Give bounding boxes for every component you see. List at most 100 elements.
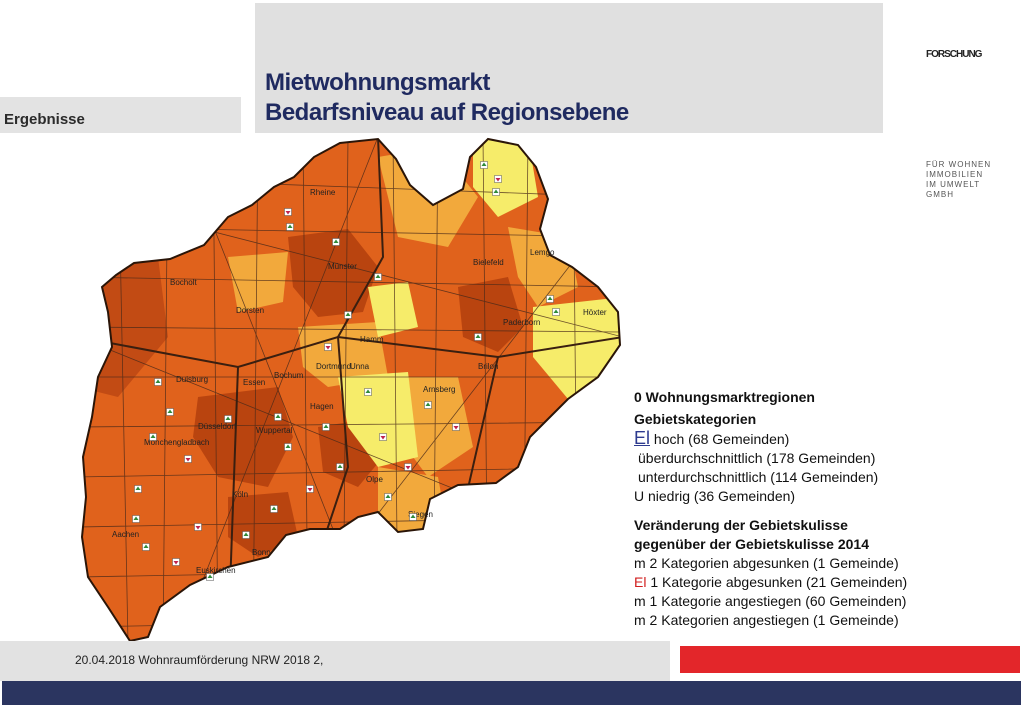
legend-change-2: El 1 Kategorie abgesunken (21 Gemeinden) <box>634 573 1014 592</box>
legend-cat-label: hoch (68 Gemeinden) <box>653 431 790 447</box>
legend-change-3: m 1 Kategorie angestiegen (60 Gemeinden) <box>634 593 907 609</box>
city-label: Wuppertal <box>256 426 293 435</box>
map-legend: 0 Wohnungsmarktregionen Gebietskategorie… <box>634 388 1014 630</box>
city-label: Münster <box>328 262 357 271</box>
city-label: Bielefeld <box>473 258 504 267</box>
city-label: Bonn <box>252 548 271 557</box>
section-label: Ergebnisse <box>4 111 85 128</box>
city-label: Arnsberg <box>423 385 455 394</box>
change-marker-icon <box>552 308 560 316</box>
change-marker-icon <box>492 188 500 196</box>
brand-sub-line: FÜR WOHNEN <box>926 160 992 169</box>
change-marker-icon <box>332 238 340 246</box>
change-marker-icon <box>206 573 214 581</box>
change-marker-icon <box>134 485 142 493</box>
city-label: Hagen <box>310 402 334 411</box>
brand-logo-text: FORSCHUNG <box>926 49 982 60</box>
section-tab <box>0 97 241 133</box>
city-label: Aachen <box>112 530 139 539</box>
legend-change-title-1: Veränderung der Gebietskulisse <box>634 517 848 533</box>
legend-change-2-label: 1 Kategorie abgesunken (21 Gemeinden) <box>650 574 908 590</box>
city-label: Siegen <box>408 510 433 519</box>
change-marker-icon <box>274 413 282 421</box>
change-marker-icon <box>166 408 174 416</box>
nrw-region-map: Rheine Bielefeld Münster Lemgo Bocholt Paderb… <box>80 137 622 643</box>
footer-band <box>0 641 670 681</box>
change-marker-icon <box>474 333 482 341</box>
city-label: Düsseldorf <box>198 422 237 431</box>
city-label: Essen <box>243 378 265 387</box>
change-marker-icon <box>322 423 330 431</box>
change-marker-icon <box>284 443 292 451</box>
legend-change-1: m 2 Kategorien abgesunken (1 Gemeinde) <box>634 555 899 571</box>
change-marker-icon <box>149 433 157 441</box>
change-markers <box>132 161 560 581</box>
city-label: Köln <box>232 490 248 499</box>
city-label: Dortmund <box>316 362 351 371</box>
city-label: Bocholt <box>170 278 197 287</box>
legend-cat-unter: unterdurchschnittlich (114 Gemeinden) <box>638 469 879 485</box>
city-label: Paderborn <box>503 318 540 327</box>
change-marker-icon <box>324 343 332 351</box>
change-marker-icon <box>480 161 488 169</box>
city-labels: Rheine Bielefeld Münster Lemgo Bocholt Paderb… <box>112 188 607 575</box>
city-label: Olpe <box>366 475 383 484</box>
city-label: Brilon <box>478 362 498 371</box>
change-marker-icon <box>284 208 292 216</box>
change-marker-icon <box>374 273 382 281</box>
legend-categories-title: Gebietskategorien <box>634 411 757 427</box>
change-marker-icon <box>424 401 432 409</box>
city-label: Duisburg <box>176 375 208 384</box>
change-marker-icon <box>270 505 278 513</box>
brand-sub-line: IM UMWELT <box>926 180 981 189</box>
change-marker-icon <box>194 523 202 531</box>
change-marker-icon <box>184 455 192 463</box>
bottom-navy-bar <box>2 681 1021 705</box>
change-marker-icon <box>344 311 352 319</box>
title-line-1: Mietwohnungsmarkt <box>265 69 490 96</box>
change-marker-icon <box>364 388 372 396</box>
city-label: Unna <box>350 362 370 371</box>
change-marker-icon <box>242 531 250 539</box>
legend-change-2-prefix: El <box>634 574 647 590</box>
red-accent-bar <box>680 646 1020 673</box>
city-label: Bochum <box>274 371 304 380</box>
legend-change-title-2: gegenüber der Gebietskulisse 2014 <box>634 536 869 552</box>
legend-change-4: m 2 Kategorien angestiegen (1 Gemeinde) <box>634 612 899 628</box>
change-marker-icon <box>142 543 150 551</box>
legend-cat-ueber: überdurchschnittlich (178 Gemeinden) <box>638 450 876 466</box>
change-marker-icon <box>336 463 344 471</box>
legend-regions: 0 Wohnungsmarktregionen <box>634 389 815 405</box>
city-label: Euskirchen <box>196 566 236 575</box>
city-label: Höxter <box>583 308 607 317</box>
legend-cat-hoch: El hoch (68 Gemeinden) <box>634 429 1014 449</box>
change-marker-icon <box>306 485 314 493</box>
city-label: Hamm <box>360 335 384 344</box>
change-marker-icon <box>132 515 140 523</box>
change-marker-icon <box>409 513 417 521</box>
change-marker-icon <box>286 223 294 231</box>
title-line-2: Bedarfsniveau auf Regionsebene <box>265 99 629 126</box>
map-regions <box>82 139 620 641</box>
change-marker-icon <box>224 415 232 423</box>
header-band <box>255 3 883 133</box>
legend-cat-niedrig: U niedrig (36 Gemeinden) <box>634 488 796 504</box>
brand-subtitle: FÜR WOHNEN IMMOBILIEN IM UMWELT GMBH <box>926 160 991 200</box>
change-marker-icon <box>154 378 162 386</box>
change-marker-icon <box>404 463 412 471</box>
change-marker-icon <box>546 295 554 303</box>
change-marker-icon <box>384 493 392 501</box>
city-label: Lemgo <box>530 248 555 257</box>
city-label: Dorsten <box>236 306 264 315</box>
city-label: Mönchengladbach <box>144 438 209 447</box>
change-marker-icon <box>172 558 180 566</box>
change-marker-icon <box>494 175 502 183</box>
slide-title: Mietwohnungsmarkt Bedarfsniveau auf Regi… <box>265 68 629 128</box>
footer-text: 20.04.2018 Wohnraumförderung NRW 2018 2, <box>75 653 324 667</box>
city-label: Rheine <box>310 188 336 197</box>
brand-sub-line: IMMOBILIEN <box>926 170 984 179</box>
brand-sub-line: GMBH <box>926 190 954 199</box>
change-marker-icon <box>452 423 460 431</box>
change-marker-icon <box>379 433 387 441</box>
legend-swatch: El <box>634 428 651 448</box>
